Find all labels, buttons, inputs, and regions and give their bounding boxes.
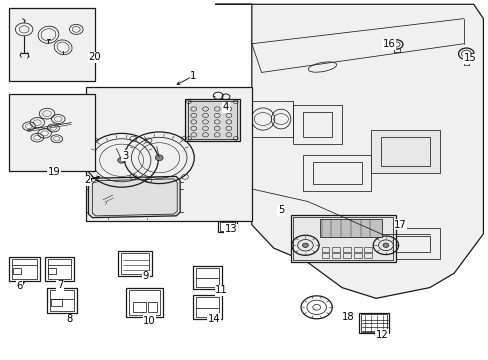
Text: 16: 16 — [382, 40, 395, 49]
Bar — [331, 253, 339, 258]
Bar — [126, 288, 163, 317]
Bar — [321, 253, 329, 258]
Bar — [331, 247, 339, 252]
Bar — [193, 295, 221, 319]
Bar — [51, 299, 61, 306]
Text: 18: 18 — [341, 312, 353, 322]
Bar — [196, 268, 218, 287]
Bar — [303, 155, 370, 191]
Bar — [196, 297, 218, 317]
Bar — [48, 268, 56, 274]
Text: 9: 9 — [142, 271, 149, 281]
Bar — [86, 87, 251, 221]
Bar — [129, 290, 160, 315]
Bar — [293, 217, 392, 260]
Text: 17: 17 — [393, 220, 406, 230]
Text: 6: 6 — [16, 281, 22, 291]
Bar — [303, 112, 331, 137]
Bar — [9, 94, 95, 171]
Text: 3: 3 — [122, 150, 128, 161]
Bar — [47, 259, 71, 279]
Bar — [293, 105, 341, 144]
Bar — [342, 253, 350, 258]
Bar — [353, 253, 361, 258]
Bar — [12, 259, 37, 279]
Bar — [118, 251, 152, 276]
Text: 7: 7 — [57, 280, 63, 290]
Circle shape — [382, 243, 388, 247]
Bar — [370, 130, 439, 173]
Bar — [312, 162, 361, 184]
Bar — [148, 302, 157, 312]
Bar — [321, 247, 329, 252]
Text: 4: 4 — [223, 102, 228, 112]
Bar — [358, 313, 388, 333]
Bar — [380, 137, 429, 166]
Bar — [217, 221, 237, 232]
Bar — [9, 257, 40, 281]
Bar — [342, 247, 350, 252]
Bar — [219, 222, 235, 230]
Bar — [364, 253, 371, 258]
Bar — [50, 290, 74, 311]
Text: 14: 14 — [207, 314, 220, 324]
Text: 11: 11 — [215, 285, 227, 296]
Text: 19: 19 — [48, 167, 61, 177]
Bar — [353, 247, 361, 252]
Bar — [13, 267, 21, 274]
Bar — [364, 247, 371, 252]
Bar — [290, 215, 395, 262]
Text: 2: 2 — [84, 175, 90, 185]
Bar — [47, 288, 77, 314]
Circle shape — [302, 243, 308, 247]
Polygon shape — [215, 4, 483, 298]
Bar — [121, 253, 149, 274]
Circle shape — [118, 157, 125, 163]
Text: 13: 13 — [224, 225, 237, 234]
Text: 15: 15 — [463, 53, 475, 63]
Bar — [320, 219, 382, 237]
Circle shape — [155, 155, 163, 161]
Text: 1: 1 — [190, 71, 196, 81]
Bar — [187, 101, 236, 139]
Text: 5: 5 — [277, 206, 284, 216]
Polygon shape — [88, 176, 180, 218]
Text: 20: 20 — [88, 52, 101, 62]
Text: 8: 8 — [67, 314, 73, 324]
Bar — [360, 314, 386, 332]
Bar — [184, 99, 239, 141]
Text: 10: 10 — [143, 316, 155, 325]
Bar — [44, 257, 74, 281]
Bar — [9, 8, 95, 81]
Bar — [380, 228, 439, 259]
Text: 12: 12 — [375, 330, 387, 340]
Bar — [193, 266, 221, 289]
Bar — [133, 302, 145, 312]
Bar — [390, 235, 429, 252]
